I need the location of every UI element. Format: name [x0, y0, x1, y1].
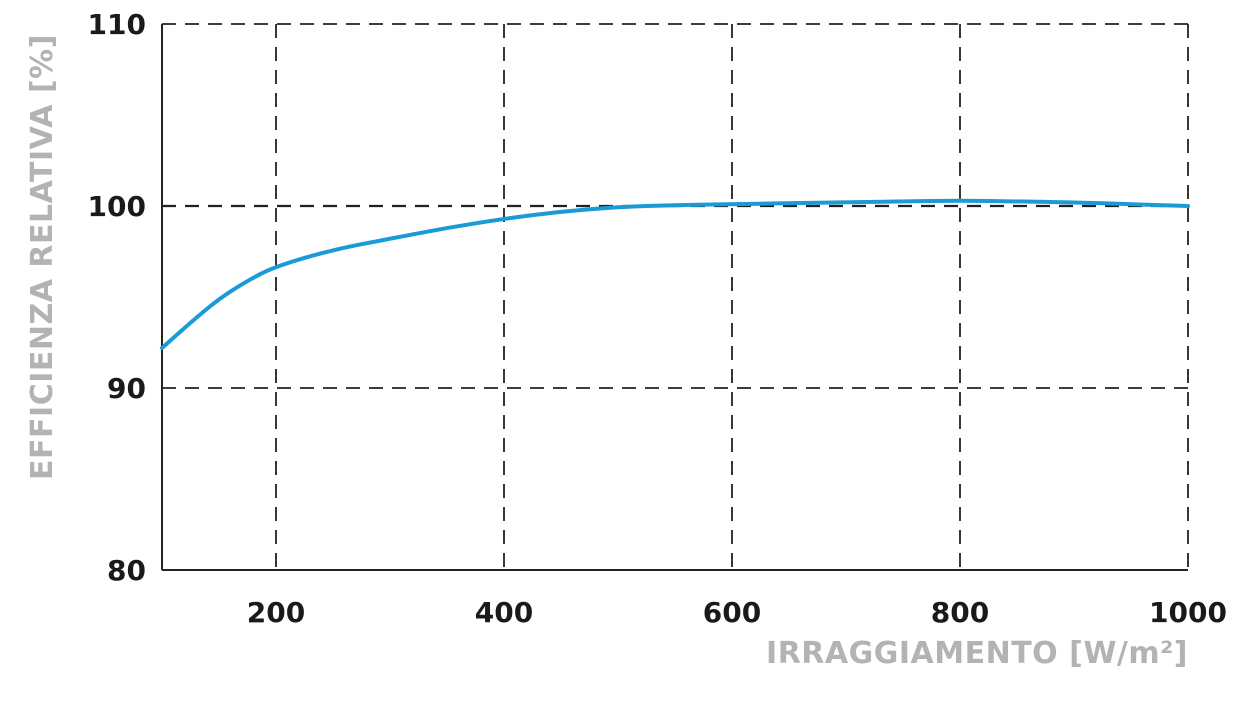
grid	[162, 23, 1189, 570]
series-line-0	[160, 198, 1190, 350]
x-tick-label: 200	[247, 596, 305, 629]
series-layer	[160, 198, 1190, 350]
axes	[161, 24, 1188, 571]
y-tick-label: 100	[88, 190, 146, 223]
y-tick-label: 80	[107, 554, 146, 587]
x-tick-label: 1000	[1149, 596, 1227, 629]
tick-labels: 200 400 600 800 1000 80 90 100 110	[88, 8, 1227, 629]
x-tick-label: 800	[931, 596, 989, 629]
y-axis-title: EFFICIENZA RELATIVA [%]	[25, 34, 60, 480]
x-tick-label: 400	[475, 596, 533, 629]
x-tick-label: 600	[703, 596, 761, 629]
y-tick-label: 90	[107, 372, 146, 405]
x-axis-title: IRRAGGIAMENTO [W/m²]	[766, 636, 1188, 671]
y-tick-label: 110	[88, 8, 146, 41]
